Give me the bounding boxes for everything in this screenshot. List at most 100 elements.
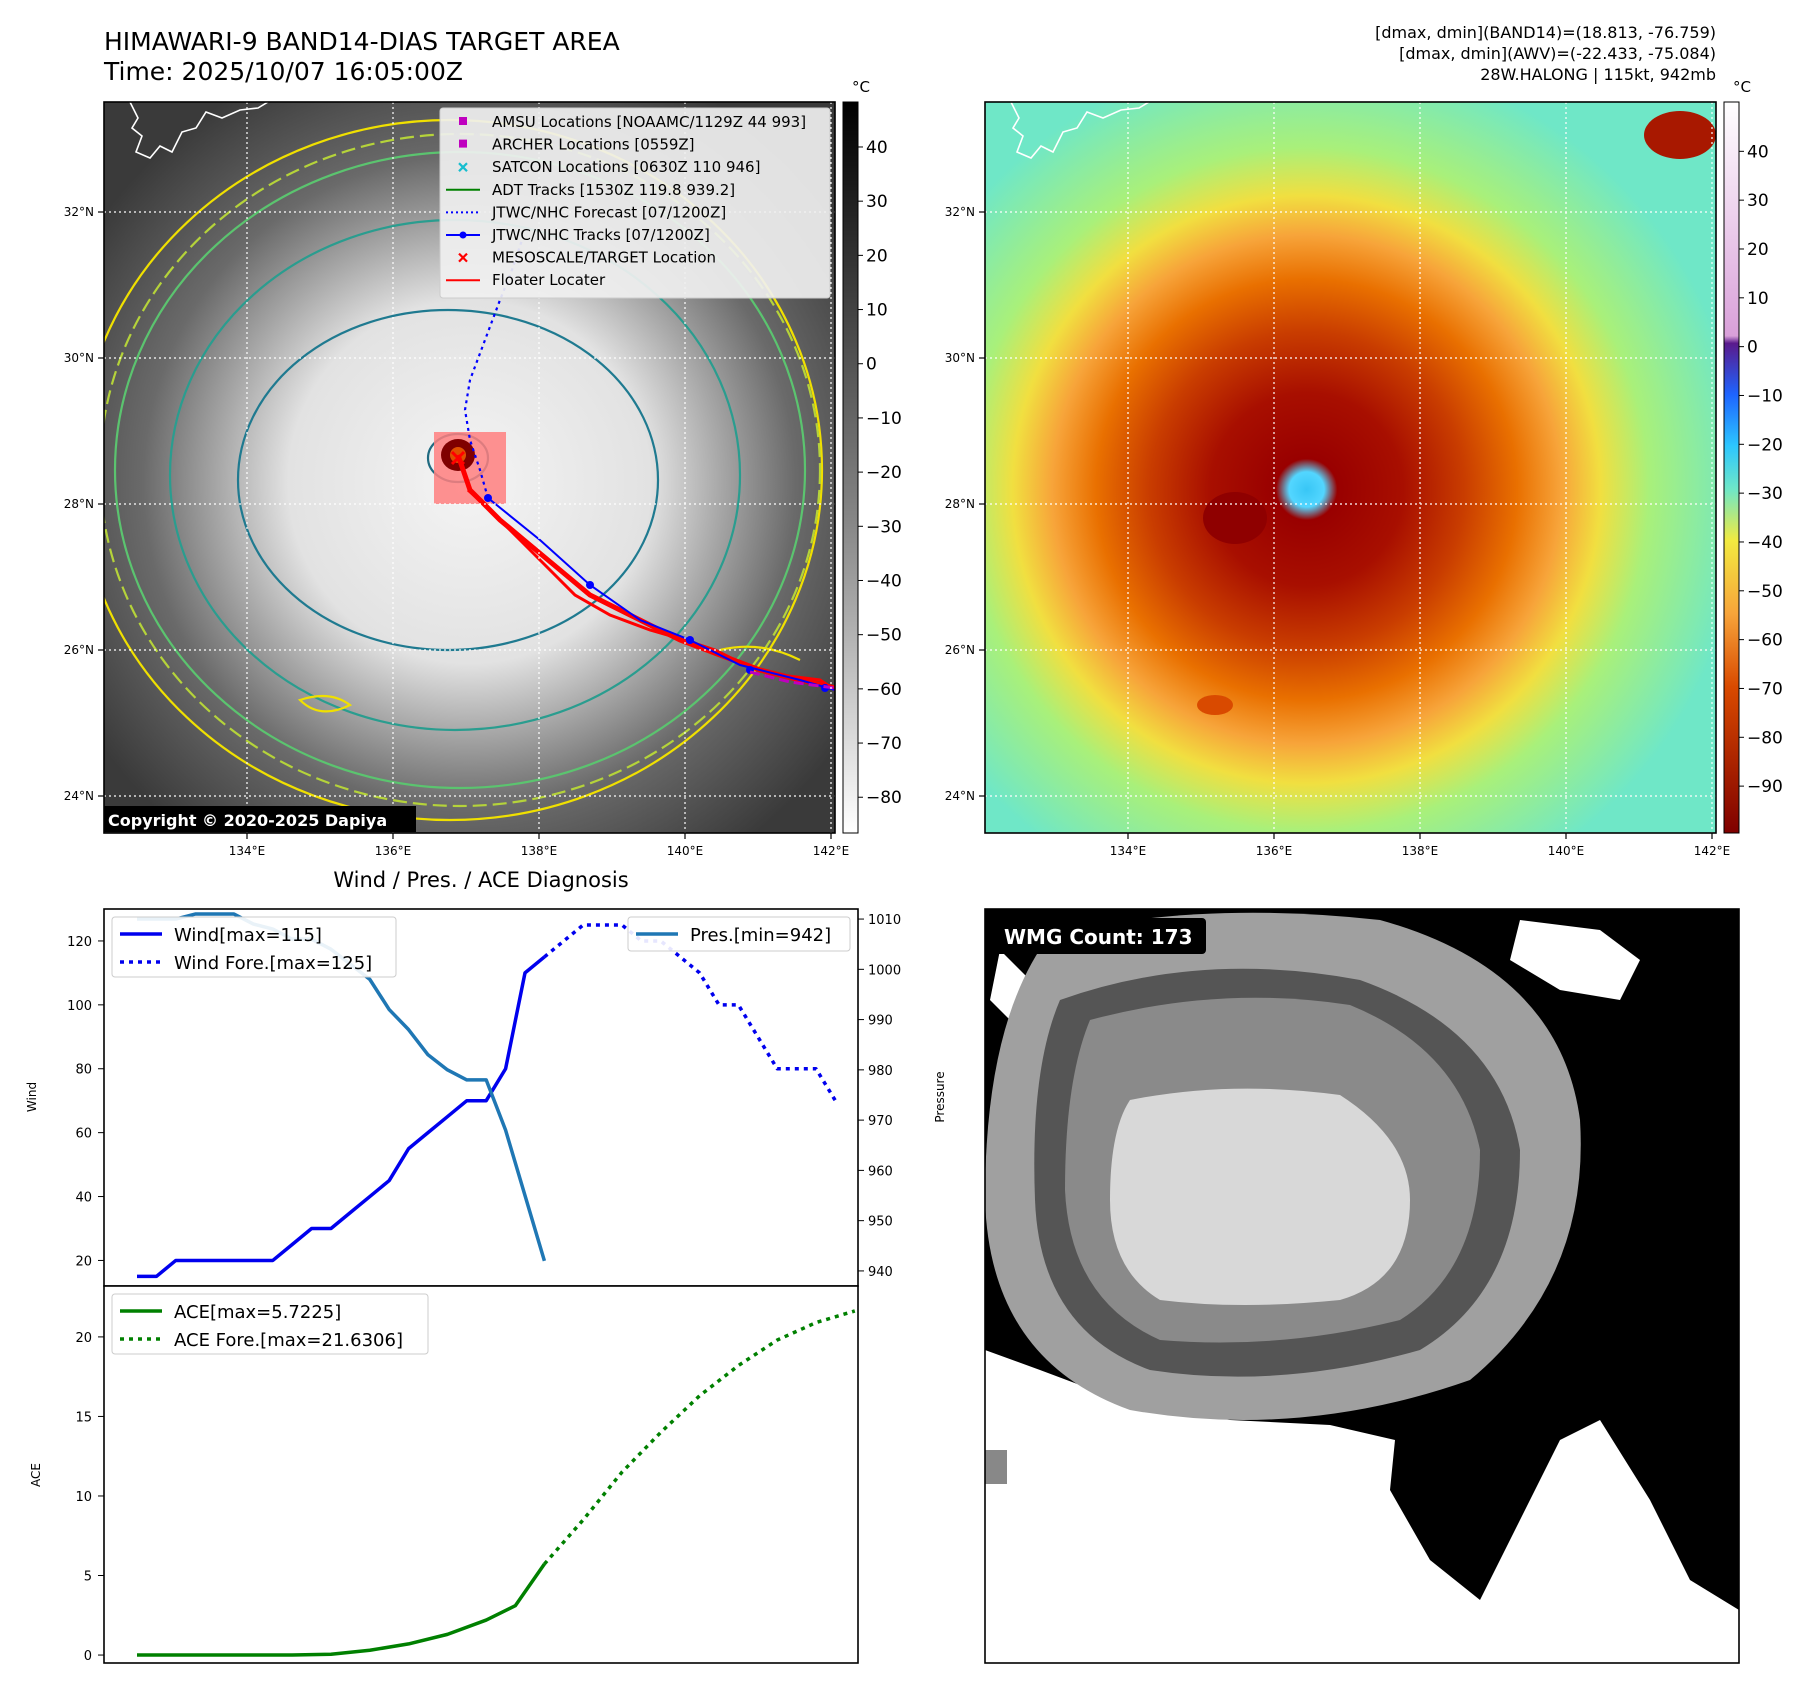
legend-pressure: Pres.[min=942] [690,925,831,946]
ace-legend: ACE[max=5.7225] ACE Fore.[max=21.6306] [111,1293,429,1355]
legend-label: AMSU Locations [NOAAMC/1129Z 44 993] [492,113,806,131]
colorbar-tick: −70 [866,734,902,754]
lon-tick-label: 134°E [1110,844,1147,858]
colorbar-tick: −10 [866,409,902,429]
colorbar-tick: 30 [866,192,888,212]
coastline [129,102,269,159]
y2-tick-label: 1000 [868,963,901,978]
jtwc-track [487,497,835,691]
colorbar-tick: −60 [1747,631,1783,651]
figure-time: Time: 2025/10/07 16:05:00Z [103,57,463,86]
pressure-axis-label: Pressure [933,1071,947,1122]
series-line [137,1563,546,1657]
wmg-label-box [994,918,1206,954]
colorbar-right: °C 40 30 20 10 0 −10 −20 −30 −40 −50 −60 −70 −80 −90 [1723,78,1783,834]
y-tick-label: 100 [67,999,92,1014]
lat-tick-label: 32°N [945,205,975,219]
stats-awv: [dmax, dmin](AWV)=(-22.433, -75.084) [1399,44,1716,63]
wind-legend: Wind[max=115] Wind Fore.[max=125] [111,916,397,978]
colorbar-tick: −50 [866,626,902,646]
lat-tick-label: 30°N [945,351,975,365]
y-tick-label: 20 [75,1254,92,1269]
y-tick-label: 20 [75,1331,92,1346]
diagnosis-title: Wind / Pres. / ACE Diagnosis [333,868,628,892]
colorbar-right-unit: °C [1733,78,1751,96]
wmg-count: WMG Count: 173 [1004,925,1193,949]
y-tick-label: 15 [75,1410,92,1425]
y2-tick-label: 940 [868,1265,893,1280]
legend-ace-forecast: ACE Fore.[max=21.6306] [174,1330,403,1351]
colorbar-tick: −30 [866,517,902,537]
copyright-box [104,806,416,832]
y2-tick-label: 1010 [868,913,901,928]
lon-ticks-left: 134°E 136°E 138°E 140°E 142°E [229,833,850,858]
y2-tick-label: 990 [868,1014,893,1029]
colorbar-tick: 10 [1747,289,1769,309]
copyright-text: Copyright © 2020-2025 Dapiya [108,811,387,830]
colorbar-tick: −90 [1747,777,1783,797]
series-line [543,1309,856,1566]
legend-item: ADT Tracks [1530Z 119.8 939.2] [446,181,735,199]
colorbar-tick: 20 [866,246,888,266]
legend-item: ARCHER Locations [0559Z] [459,136,695,154]
colorbar-tick: 40 [1747,142,1769,162]
figure-title: HIMAWARI-9 BAND14-DIAS TARGET AREA [104,27,620,56]
lon-tick-label: 140°E [1548,844,1585,858]
legend-item: MESOSCALE/TARGET Location [458,249,716,267]
y-tick-label: 5 [84,1570,92,1585]
legend-label: ADT Tracks [1530Z 119.8 939.2] [492,181,735,199]
color-ir-map-panel: 134°E 136°E 138°E 140°E 142°E 24°N 26°N 28°N 30… [945,101,1731,858]
colorbar-tick: 30 [1747,191,1769,211]
colorbar-tick: −40 [1747,533,1783,553]
y2-tick-label: 950 [868,1215,893,1230]
colorbar-tick: −20 [1747,435,1783,455]
y2-tick-label: 980 [868,1064,893,1079]
colorbar-tick: 20 [1747,240,1769,260]
lat-ticks-right: 24°N 26°N 28°N 30°N 32°N [945,205,985,803]
y-tick-label: 80 [75,1063,92,1078]
colorbar-tick: −40 [866,571,902,591]
lat-tick-label: 26°N [64,643,94,657]
series-line [137,955,546,1279]
lon-tick-label: 142°E [1694,844,1731,858]
colorbar-left: °C 40 30 20 10 0 −10 −20 −30 −40 −50 −60 −70 −80 [842,78,902,834]
colorbar-tick: −50 [1747,582,1783,602]
lon-tick-label: 136°E [1256,844,1293,858]
legend-wind: Wind[max=115] [174,925,322,946]
lon-tick-label: 140°E [667,844,704,858]
y-tick-label: 120 [67,935,92,950]
lon-tick-label: 138°E [1402,844,1439,858]
lon-tick-label: 138°E [521,844,558,858]
lon-ticks-right: 134°E 136°E 138°E 140°E 142°E [1110,833,1731,858]
legend-item: AMSU Locations [NOAAMC/1129Z 44 993] [459,113,806,131]
pressure-legend: Pres.[min=942] [627,916,851,952]
legend-label: Floater Locater [492,271,606,289]
y-tick-label: 40 [75,1191,92,1206]
stats-storm: 28W.HALONG | 115kt, 942mb [1480,65,1716,84]
colorbar-tick: 40 [866,138,888,158]
colorbar-tick: −60 [866,680,902,700]
legend-wind-forecast: Wind Fore.[max=125] [174,953,372,974]
wmg-eye-region [1110,1088,1410,1305]
ace-axis-label: ACE [29,1463,43,1487]
color-ir-image [985,102,1716,833]
colorbar-tick: 10 [866,301,888,321]
series-line [543,923,837,1102]
lat-tick-label: 30°N [64,351,94,365]
legend-label: ARCHER Locations [0559Z] [492,136,695,154]
colorbar-tick: −70 [1747,679,1783,699]
lon-tick-label: 142°E [813,844,850,858]
ir-map-panel: AMSU Locations [NOAAMC/1129Z 44 993] ARCH… [64,101,850,858]
colorbar-tick: −80 [866,788,902,808]
y-tick-label: 10 [75,1490,92,1505]
colorbar-tick: −10 [1747,386,1783,406]
lat-tick-label: 28°N [64,497,94,511]
colorbar-tick: 0 [1747,338,1758,358]
lat-tick-label: 26°N [945,643,975,657]
wind-axis-label: Wind [25,1082,39,1112]
stats-band14: [dmax, dmin](BAND14)=(18.813, -76.759) [1375,23,1716,42]
lon-tick-label: 134°E [229,844,266,858]
map-gridlines-right [985,102,1716,833]
wind-pressure-chart: Wind Pressure 20 40 60 80 100 120 940 950 960 97… [25,908,947,1287]
